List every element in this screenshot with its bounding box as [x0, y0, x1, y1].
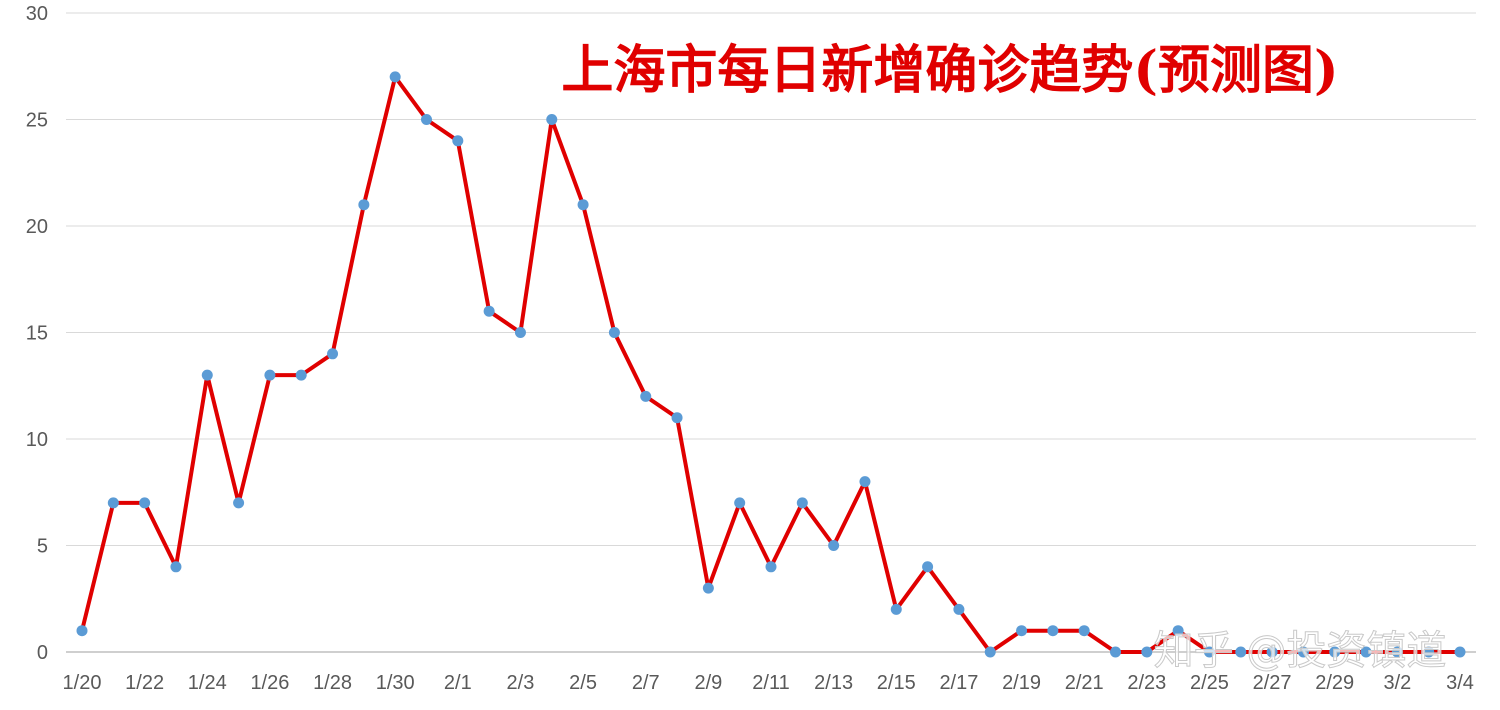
gridlines	[66, 12, 1476, 546]
y-tick-label: 25	[26, 110, 48, 132]
x-tick-label: 2/19	[1002, 672, 1041, 694]
y-axis-ticks: 0 5 10 15 20 25 30	[26, 3, 48, 664]
x-tick-label: 2/27	[1253, 672, 1292, 694]
data-point	[264, 369, 276, 381]
x-tick-label: 1/24	[188, 672, 227, 694]
data-point	[1454, 646, 1466, 658]
x-tick-label: 1/30	[376, 672, 415, 694]
data-points	[76, 71, 1466, 658]
data-point	[702, 582, 714, 594]
y-tick-label: 5	[37, 536, 48, 558]
x-tick-label: 1/22	[125, 672, 164, 694]
data-point	[1360, 646, 1372, 658]
x-axis-ticks: 1/20 1/22 1/24 1/26 1/28 1/30 2/1 2/3 2/5 2/7 2/9 2…	[63, 672, 1474, 694]
y-tick-label: 30	[26, 3, 48, 25]
data-point	[796, 497, 808, 509]
x-tick-label: 2/5	[569, 672, 597, 694]
data-point	[859, 476, 871, 488]
x-tick-label: 2/7	[632, 672, 660, 694]
data-point	[671, 412, 683, 424]
chart-title: 上海市每日新增确诊趋势(预测图)	[561, 40, 1338, 101]
data-point	[421, 114, 432, 125]
data-point	[953, 603, 965, 615]
data-point	[922, 561, 934, 573]
x-tick-label: 1/20	[63, 672, 102, 694]
data-point	[1235, 646, 1247, 658]
data-point	[765, 561, 777, 573]
data-point	[890, 603, 902, 615]
data-point	[1391, 646, 1403, 658]
data-point	[577, 199, 589, 211]
x-tick-label: 2/9	[694, 672, 722, 694]
data-point	[295, 369, 307, 381]
data-point	[1203, 646, 1215, 658]
x-tick-label: 2/13	[814, 672, 853, 694]
data-point	[1078, 625, 1090, 637]
data-point	[201, 369, 213, 381]
data-point	[1016, 625, 1028, 637]
y-tick-label: 20	[26, 216, 48, 238]
data-point	[1047, 625, 1059, 637]
y-tick-label: 0	[37, 642, 48, 664]
x-tick-label: 2/1	[444, 672, 472, 694]
x-tick-label: 1/28	[313, 672, 352, 694]
x-tick-label: 2/23	[1127, 672, 1166, 694]
data-point	[1141, 646, 1153, 658]
data-point	[514, 327, 526, 338]
x-tick-label: 2/3	[507, 672, 535, 694]
data-point	[1329, 646, 1341, 658]
x-tick-label: 2/25	[1190, 672, 1229, 694]
x-tick-label: 1/26	[250, 672, 289, 694]
data-point	[640, 390, 652, 402]
data-point	[107, 497, 119, 509]
watermark: 知乎 @投资镇道	[1154, 628, 1447, 674]
data-point	[734, 497, 746, 509]
data-point	[546, 114, 558, 125]
data-point	[984, 646, 996, 658]
data-point	[233, 497, 245, 509]
data-point	[139, 497, 151, 509]
x-tick-label: 3/4	[1446, 672, 1474, 694]
data-point	[1423, 646, 1435, 658]
y-tick-label: 10	[26, 429, 48, 451]
data-point	[327, 348, 339, 360]
x-tick-label: 2/11	[752, 672, 789, 694]
x-tick-label: 2/29	[1315, 672, 1354, 694]
y-tick-label: 15	[26, 323, 48, 345]
x-tick-label: 2/17	[939, 672, 978, 694]
data-point	[828, 540, 840, 551]
data-point	[358, 199, 370, 211]
x-tick-label: 3/2	[1383, 672, 1411, 694]
data-point	[1110, 646, 1121, 658]
data-point	[483, 305, 495, 317]
x-tick-label: 2/21	[1065, 672, 1104, 694]
data-point	[1266, 646, 1278, 658]
data-point	[76, 625, 88, 637]
data-point	[170, 561, 182, 573]
data-point	[608, 327, 620, 338]
data-point	[1172, 625, 1184, 637]
data-point	[1297, 646, 1309, 658]
x-tick-label: 2/15	[877, 672, 916, 694]
data-point	[389, 71, 401, 83]
data-point	[452, 135, 464, 147]
